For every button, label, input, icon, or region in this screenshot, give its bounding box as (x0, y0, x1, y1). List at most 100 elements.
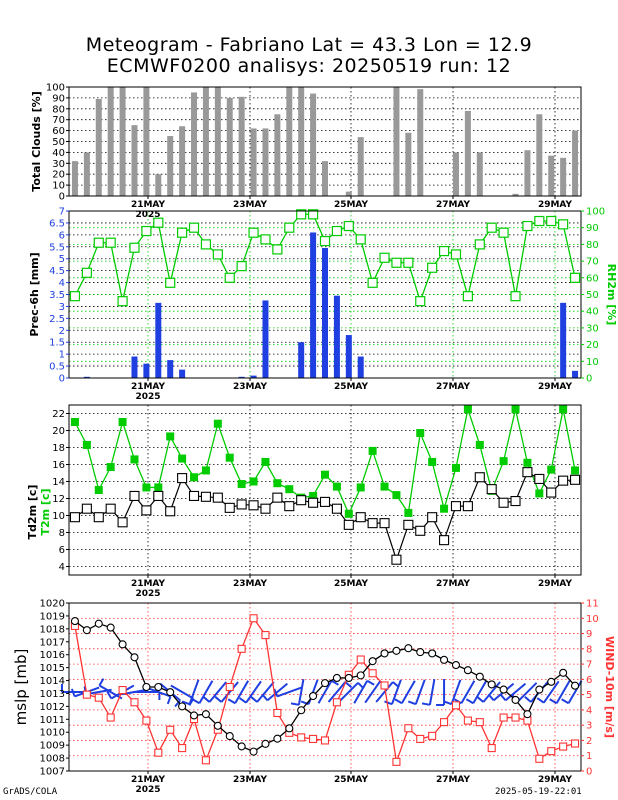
clouds-xtick-label: 23MAY (233, 200, 268, 210)
precip-bar (357, 356, 364, 378)
precip-bar (572, 370, 579, 378)
t2m-point (392, 491, 401, 500)
mslp-ytick-label: 1011 (40, 715, 65, 726)
t2m-point (559, 405, 568, 414)
rh-point (546, 215, 557, 227)
clouds-ytick-label: 30 (52, 159, 65, 170)
cloud-bar (202, 87, 209, 196)
td2m-point (486, 484, 497, 495)
cloud-bar (357, 137, 364, 196)
wind-point (154, 748, 163, 757)
rh-point (558, 219, 569, 230)
rh-point (569, 272, 581, 283)
wind-barb (517, 682, 538, 702)
mslp-point (404, 644, 413, 653)
wind-point (225, 682, 234, 692)
mslp-point (440, 655, 449, 664)
clouds-ytick-label: 90 (52, 93, 65, 104)
rh-point (450, 249, 462, 260)
rh-y2tick-label: 20 (586, 340, 599, 351)
td2m-point (355, 512, 366, 523)
wind-point (166, 725, 175, 734)
temps-xtick-label: 27MAY (436, 579, 471, 589)
wind-barb (245, 680, 262, 704)
cloud-bar (250, 128, 257, 196)
rh-point (486, 222, 497, 233)
precip-ytick-label: 5.5 (49, 242, 65, 253)
rh-point (141, 225, 152, 237)
wind-point (487, 744, 496, 753)
mslp-point (70, 617, 80, 626)
wind-barb (391, 679, 402, 705)
cloud-bar (322, 161, 328, 196)
t2m-point (118, 418, 127, 426)
rh-point (462, 291, 473, 302)
wind-barb (414, 679, 426, 705)
temps-xtick-year: 2025 (135, 589, 160, 599)
wind-barb-flag (174, 699, 181, 708)
precip-ytick-label: 0 (59, 374, 65, 385)
wind-barb-flag (192, 698, 200, 705)
mslp-xtick-label: 29MAY (538, 775, 573, 785)
wind-barb-flag (536, 697, 545, 704)
precip-xtick-label: 27MAY (436, 382, 471, 392)
wind-barb-flag (98, 678, 105, 686)
chart-subtitle: ECMWF0200 analisys: 20250519 run: 12 (106, 55, 512, 77)
precip-xtick-label: 29MAY (538, 382, 573, 392)
mslp-point (201, 710, 210, 719)
clouds-ytick-label: 40 (52, 148, 65, 159)
mslp-point (273, 734, 282, 743)
precip-ylabel: Prec-6h [mm] (28, 252, 41, 336)
wind-barb (364, 680, 381, 704)
mslp-ytick-label: 1009 (40, 741, 65, 752)
rh-point (165, 277, 176, 288)
rh-point (379, 252, 390, 263)
wind-point (475, 718, 484, 727)
clouds-ytick-label: 0 (59, 192, 65, 203)
t2m-point (511, 405, 520, 414)
rh-point (188, 222, 200, 233)
wind-barb (317, 680, 333, 704)
wind-barb-flag (453, 698, 462, 705)
cloud-bar (286, 87, 293, 196)
wind-y2tick-label: 6 (586, 675, 592, 686)
precip-bar (238, 376, 245, 378)
mslp-ytick-label: 1007 (40, 767, 65, 778)
td2m-point (450, 501, 462, 512)
rh-point (319, 235, 331, 247)
wind-y2tick-label: 7 (586, 660, 592, 671)
wind-barb (98, 684, 123, 700)
rh-point (391, 257, 402, 268)
rh-y2tick-label: 70 (586, 257, 599, 268)
cloud-bar (512, 193, 519, 196)
precip-xtick-label: 21MAY (131, 382, 166, 392)
wind-point (416, 734, 425, 743)
clouds-xtick-label: 29MAY (538, 200, 573, 210)
rh-point (93, 237, 104, 248)
wind-barb-flag (261, 693, 269, 701)
mslp-point (475, 672, 484, 681)
mslp-point (178, 702, 187, 711)
rh-point (331, 225, 343, 237)
temps-xtick-label: 23MAY (233, 579, 268, 589)
wind-barb-flag (465, 698, 474, 705)
wind-point (261, 631, 270, 640)
t2m-point (475, 440, 484, 449)
mslp-point (416, 648, 425, 657)
t2m-ylabel: T2m [c] (39, 488, 52, 535)
wind-y2tick-label: 10 (586, 614, 599, 625)
td2m-point (474, 472, 485, 483)
mslp-ytick-label: 1013 (40, 689, 65, 700)
precip-ytick-label: 0.5 (49, 362, 65, 373)
td2m-ylabel: Td2m [c] (26, 485, 39, 540)
rh-point (284, 222, 295, 233)
td2m-point (569, 474, 581, 485)
wind-point (94, 693, 103, 702)
t2m-point (201, 466, 210, 475)
mslp-ytick-label: 1014 (40, 676, 65, 687)
td2m-point (93, 512, 104, 523)
precip-xtick-label: 23MAY (233, 382, 268, 392)
precip-bar (560, 302, 567, 378)
t2m-point (416, 429, 425, 438)
